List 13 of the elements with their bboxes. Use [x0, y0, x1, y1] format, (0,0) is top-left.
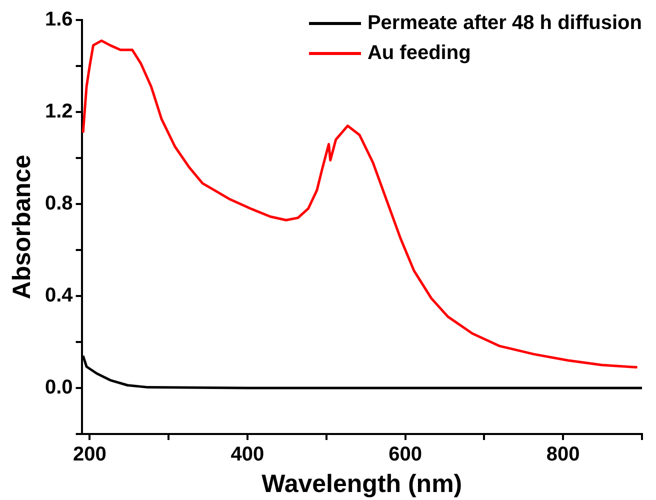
y-tick-label: 0.8: [44, 192, 73, 215]
x-tick-label: 800: [546, 444, 580, 466]
y-tick-label: 0.4: [44, 284, 74, 307]
y-tick-label: 1.2: [44, 100, 73, 123]
x-tick-label: 600: [388, 444, 422, 466]
legend-label: Au feeding: [367, 42, 471, 64]
x-tick-label: 200: [73, 444, 106, 466]
text: 0.0: [44, 376, 73, 399]
y-axis-title: Absorbance: [8, 154, 36, 300]
x-axis-title: Wavelength (nm): [262, 470, 462, 498]
x-tick-label: 400: [230, 444, 264, 466]
y-tick-label: 1.6: [44, 8, 73, 31]
legend-label: Permeate after 48 h diffusion: [367, 12, 642, 34]
